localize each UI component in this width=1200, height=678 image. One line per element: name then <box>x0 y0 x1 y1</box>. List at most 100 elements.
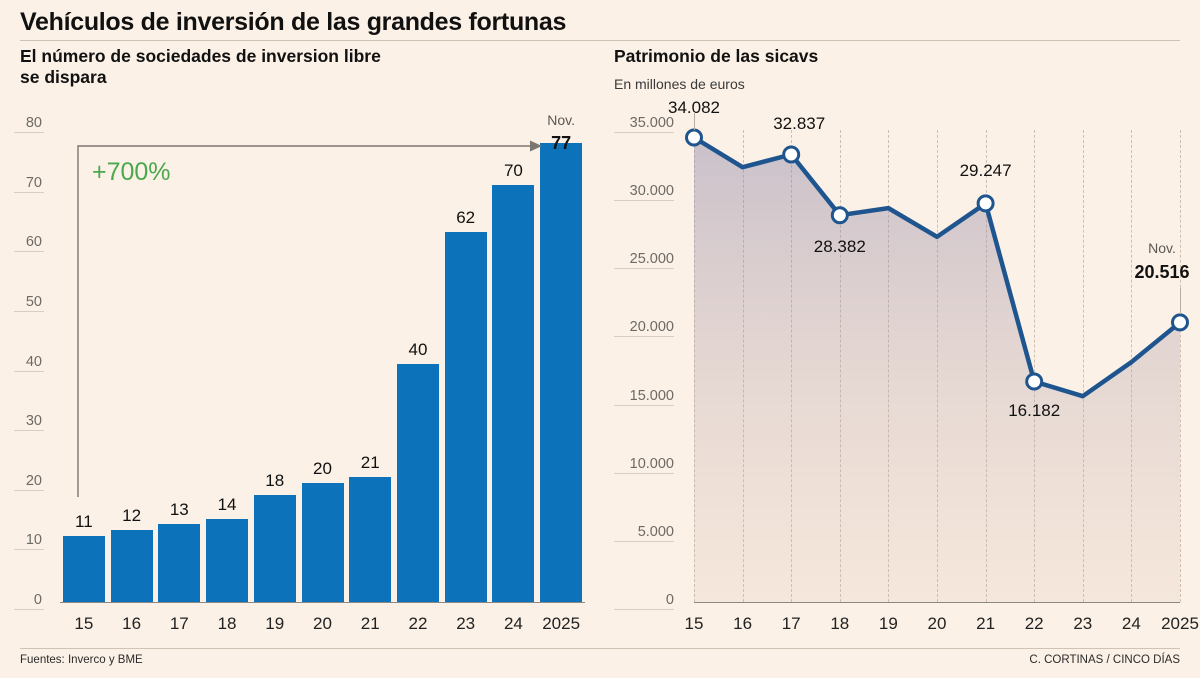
bar <box>540 142 583 602</box>
line-y-tick-mark <box>614 200 674 202</box>
bar-x-tick-label: 15 <box>74 614 94 633</box>
line-x-tick-label: 19 <box>878 614 898 633</box>
bar-y-tick-label: 40 <box>25 353 42 370</box>
right-chart-subtitle: En millones de euros <box>614 76 745 92</box>
left-chart-title-line1: El número de sociedades de inversion lib… <box>20 46 381 66</box>
bar-y-tick-label: 60 <box>25 234 42 251</box>
line-y-tick-mark <box>614 540 674 542</box>
line-gridline <box>937 130 939 602</box>
bar <box>349 476 392 602</box>
bar <box>492 184 535 602</box>
line-x-axis <box>694 602 1180 603</box>
bar-x-tick-label: 17 <box>169 614 189 633</box>
line-y-tick-label: 25.000 <box>629 251 674 268</box>
bar <box>206 518 249 602</box>
line-point-label: 32.837 <box>773 114 826 134</box>
line-x-tick-label: 16 <box>733 614 753 633</box>
bar <box>301 482 344 602</box>
line-x-tick-label: 24 <box>1121 614 1141 633</box>
line-point-label: 16.182 <box>1008 401 1061 421</box>
line-y-tick-mark <box>614 268 674 270</box>
bar-y-tick-label: 0 <box>33 592 42 608</box>
line-gridline <box>1131 130 1133 602</box>
line-x-tick-label: 17 <box>781 614 801 633</box>
bar-x-tick-label: 23 <box>456 614 476 633</box>
bar-y-tick-mark <box>14 191 44 193</box>
footer-credit: C. CORTINAS / CINCO DÍAS <box>1029 654 1180 666</box>
line-label-leader <box>694 111 695 130</box>
bar-value-label: 77 <box>551 133 572 153</box>
bar-y-tick-mark <box>14 132 44 133</box>
bar-value-label: 14 <box>217 494 237 514</box>
right-chart-title: Patrimonio de las sicavs <box>614 46 819 66</box>
line-gridline <box>985 130 988 602</box>
line-y-tick-label: 20.000 <box>629 319 674 336</box>
bar-value-label: 12 <box>122 506 142 526</box>
footer-divider <box>20 648 1180 649</box>
line-y-tick-label: 0 <box>665 592 674 608</box>
left-chart-title: El número de sociedades de inversion lib… <box>20 46 540 88</box>
bar-y-tick-mark <box>14 609 44 610</box>
line-x-tick-label: 23 <box>1073 614 1093 633</box>
bar-value-label: 13 <box>169 500 189 520</box>
line-gridline <box>694 130 696 602</box>
line-gridline <box>1180 130 1182 602</box>
bar-y-tick-mark <box>14 430 44 432</box>
bar-y-tick-mark <box>14 370 44 372</box>
growth-annotation: +700% <box>92 158 171 186</box>
bar-y-tick-mark <box>14 489 44 491</box>
line-y-tick-label: 35.000 <box>629 115 674 131</box>
line-gridline <box>888 130 890 602</box>
line-label-leader <box>1180 288 1181 315</box>
line-point-label: 28.382 <box>813 237 866 257</box>
line-x-tick-label: 15 <box>684 614 704 633</box>
line-point-label: 20.516 <box>1134 262 1190 283</box>
bar <box>396 363 439 602</box>
line-gridline <box>839 130 842 602</box>
bar <box>253 494 296 602</box>
line-x-tick-label: 22 <box>1024 614 1044 633</box>
line-gridline <box>791 130 793 602</box>
bar-y-tick-label: 50 <box>25 293 42 310</box>
bar-y-tick-label: 70 <box>25 174 42 191</box>
header-divider <box>20 40 1180 41</box>
bar <box>110 530 153 602</box>
bar-y-tick-label: 30 <box>25 413 42 430</box>
line-x-tick-label: 20 <box>927 614 947 633</box>
line-y-tick-label: 30.000 <box>629 183 674 200</box>
bar-x-tick-label: 19 <box>265 614 285 633</box>
bar-x-axis <box>60 602 585 603</box>
bar-x-tick-label: 24 <box>503 614 523 633</box>
line-gridline <box>742 130 745 602</box>
bar-x-tick-label: 20 <box>313 614 332 633</box>
line-y-tick-label: 5.000 <box>637 523 674 540</box>
bar <box>62 536 105 602</box>
bar-x-tick-label: 2025 <box>542 614 581 633</box>
line-gridline <box>1034 130 1036 602</box>
line-y-tick-mark <box>614 472 674 474</box>
left-chart-title-line2: se dispara <box>20 67 107 87</box>
bar <box>444 232 487 602</box>
line-y-tick-mark <box>614 404 674 406</box>
bar-x-tick-label: 21 <box>360 614 380 633</box>
line-x-tick-label: 2025 <box>1161 614 1199 633</box>
bar-y-tick-mark <box>14 251 44 253</box>
bar-y-tick-label: 80 <box>25 115 42 131</box>
bar-x-tick-label: 16 <box>122 614 142 633</box>
line-gridline <box>1082 130 1085 602</box>
line-y-tick-mark <box>614 132 674 133</box>
footer-sources: Fuentes: Inverco y BME <box>20 654 143 666</box>
bar-y-tick-mark <box>14 310 44 312</box>
bar-y-tick-label: 20 <box>25 472 42 489</box>
line-point-label: 29.247 <box>959 161 1012 181</box>
nov-tag-bar: Nov. <box>547 112 575 128</box>
bar-y-tick-label: 10 <box>25 532 42 549</box>
nov-tag-line: Nov. <box>1148 240 1176 257</box>
bar-x-tick-label: 18 <box>217 614 237 633</box>
line-x-tick-label: 18 <box>830 614 850 633</box>
bar-value-label: 11 <box>75 512 93 532</box>
line-y-tick-label: 15.000 <box>629 387 674 404</box>
page-title: Vehículos de inversión de las grandes fo… <box>20 8 567 36</box>
line-y-tick-mark <box>614 609 674 610</box>
